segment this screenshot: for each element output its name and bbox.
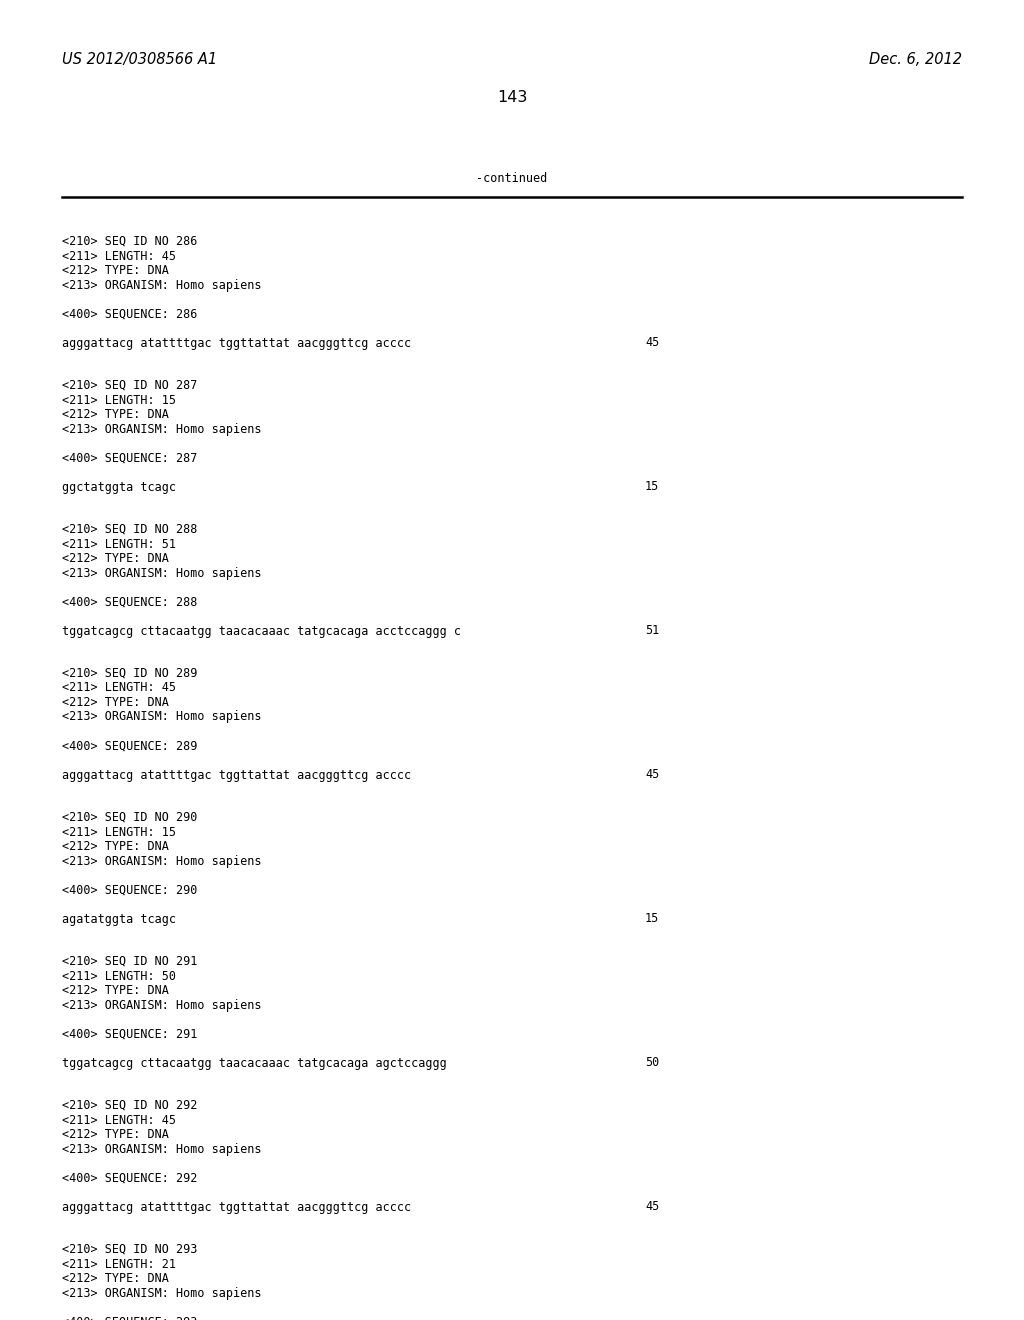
Text: <211> LENGTH: 15: <211> LENGTH: 15 xyxy=(62,825,176,838)
Text: -continued: -continued xyxy=(476,172,548,185)
Text: <213> ORGANISM: Homo sapiens: <213> ORGANISM: Homo sapiens xyxy=(62,422,261,436)
Text: US 2012/0308566 A1: US 2012/0308566 A1 xyxy=(62,51,217,67)
Text: <212> TYPE: DNA: <212> TYPE: DNA xyxy=(62,696,169,709)
Text: <210> SEQ ID NO 293: <210> SEQ ID NO 293 xyxy=(62,1243,198,1257)
Text: <400> SEQUENCE: 292: <400> SEQUENCE: 292 xyxy=(62,1172,198,1184)
Text: <210> SEQ ID NO 286: <210> SEQ ID NO 286 xyxy=(62,235,198,248)
Text: <400> SEQUENCE: 291: <400> SEQUENCE: 291 xyxy=(62,1027,198,1040)
Text: <400> SEQUENCE: 288: <400> SEQUENCE: 288 xyxy=(62,595,198,609)
Text: <213> ORGANISM: Homo sapiens: <213> ORGANISM: Homo sapiens xyxy=(62,1143,261,1155)
Text: <400> SEQUENCE: 290: <400> SEQUENCE: 290 xyxy=(62,883,198,896)
Text: 15: 15 xyxy=(645,480,659,494)
Text: <210> SEQ ID NO 289: <210> SEQ ID NO 289 xyxy=(62,667,198,680)
Text: <212> TYPE: DNA: <212> TYPE: DNA xyxy=(62,1272,169,1284)
Text: tggatcagcg cttacaatgg taacacaaac tatgcacaga acctccaggg c: tggatcagcg cttacaatgg taacacaaac tatgcac… xyxy=(62,624,461,638)
Text: <212> TYPE: DNA: <212> TYPE: DNA xyxy=(62,983,169,997)
Text: <400> SEQUENCE: 293: <400> SEQUENCE: 293 xyxy=(62,1316,198,1320)
Text: 51: 51 xyxy=(645,624,659,638)
Text: <210> SEQ ID NO 292: <210> SEQ ID NO 292 xyxy=(62,1100,198,1111)
Text: ggctatggta tcagc: ggctatggta tcagc xyxy=(62,480,176,494)
Text: <400> SEQUENCE: 286: <400> SEQUENCE: 286 xyxy=(62,308,198,321)
Text: <213> ORGANISM: Homo sapiens: <213> ORGANISM: Homo sapiens xyxy=(62,566,261,579)
Text: <211> LENGTH: 45: <211> LENGTH: 45 xyxy=(62,249,176,263)
Text: <211> LENGTH: 50: <211> LENGTH: 50 xyxy=(62,969,176,982)
Text: <213> ORGANISM: Homo sapiens: <213> ORGANISM: Homo sapiens xyxy=(62,1287,261,1299)
Text: <211> LENGTH: 21: <211> LENGTH: 21 xyxy=(62,1258,176,1270)
Text: 45: 45 xyxy=(645,768,659,781)
Text: <212> TYPE: DNA: <212> TYPE: DNA xyxy=(62,408,169,421)
Text: <212> TYPE: DNA: <212> TYPE: DNA xyxy=(62,552,169,565)
Text: 50: 50 xyxy=(645,1056,659,1069)
Text: <210> SEQ ID NO 290: <210> SEQ ID NO 290 xyxy=(62,810,198,824)
Text: <212> TYPE: DNA: <212> TYPE: DNA xyxy=(62,264,169,277)
Text: <212> TYPE: DNA: <212> TYPE: DNA xyxy=(62,1129,169,1140)
Text: 15: 15 xyxy=(645,912,659,925)
Text: Dec. 6, 2012: Dec. 6, 2012 xyxy=(869,51,962,67)
Text: agggattacg atattttgac tggttattat aacgggttcg acccc: agggattacg atattttgac tggttattat aacgggt… xyxy=(62,768,411,781)
Text: <211> LENGTH: 51: <211> LENGTH: 51 xyxy=(62,537,176,550)
Text: agatatggta tcagc: agatatggta tcagc xyxy=(62,912,176,925)
Text: <212> TYPE: DNA: <212> TYPE: DNA xyxy=(62,840,169,853)
Text: tggatcagcg cttacaatgg taacacaaac tatgcacaga agctccaggg: tggatcagcg cttacaatgg taacacaaac tatgcac… xyxy=(62,1056,446,1069)
Text: <400> SEQUENCE: 287: <400> SEQUENCE: 287 xyxy=(62,451,198,465)
Text: agggattacg atattttgac tggttattat aacgggttcg acccc: agggattacg atattttgac tggttattat aacgggt… xyxy=(62,337,411,350)
Text: <213> ORGANISM: Homo sapiens: <213> ORGANISM: Homo sapiens xyxy=(62,279,261,292)
Text: <213> ORGANISM: Homo sapiens: <213> ORGANISM: Homo sapiens xyxy=(62,998,261,1011)
Text: <210> SEQ ID NO 291: <210> SEQ ID NO 291 xyxy=(62,954,198,968)
Text: <210> SEQ ID NO 288: <210> SEQ ID NO 288 xyxy=(62,523,198,536)
Text: agggattacg atattttgac tggttattat aacgggttcg acccc: agggattacg atattttgac tggttattat aacgggt… xyxy=(62,1200,411,1213)
Text: <400> SEQUENCE: 289: <400> SEQUENCE: 289 xyxy=(62,739,198,752)
Text: 45: 45 xyxy=(645,1200,659,1213)
Text: 45: 45 xyxy=(645,337,659,350)
Text: <213> ORGANISM: Homo sapiens: <213> ORGANISM: Homo sapiens xyxy=(62,854,261,867)
Text: <211> LENGTH: 15: <211> LENGTH: 15 xyxy=(62,393,176,407)
Text: <211> LENGTH: 45: <211> LENGTH: 45 xyxy=(62,681,176,694)
Text: <211> LENGTH: 45: <211> LENGTH: 45 xyxy=(62,1114,176,1126)
Text: 143: 143 xyxy=(497,90,527,106)
Text: <213> ORGANISM: Homo sapiens: <213> ORGANISM: Homo sapiens xyxy=(62,710,261,723)
Text: <210> SEQ ID NO 287: <210> SEQ ID NO 287 xyxy=(62,379,198,392)
